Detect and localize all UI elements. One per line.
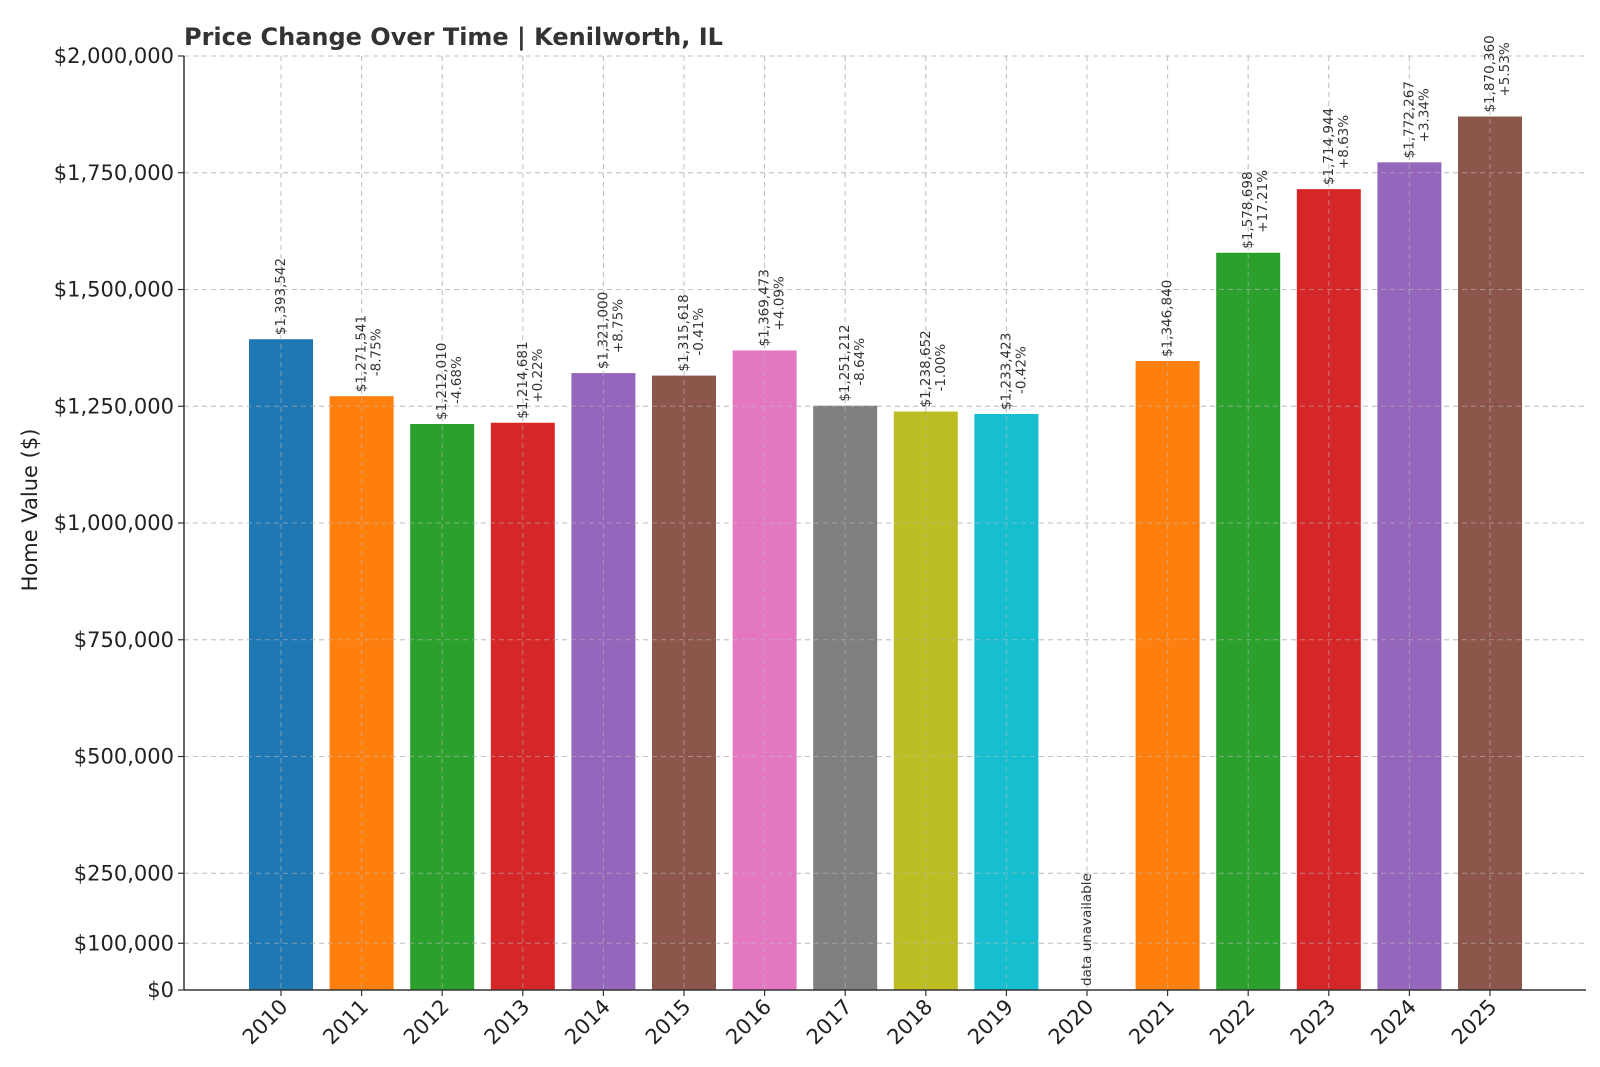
- x-tick-label: 2015: [641, 995, 696, 1050]
- change-label: -0.41%: [691, 308, 707, 356]
- change-label: +8.63%: [1336, 115, 1352, 169]
- y-tick-label: $1,000,000: [54, 511, 174, 535]
- value-label: $1,870,360: [1482, 35, 1498, 112]
- x-tick-label: 2025: [1447, 995, 1502, 1050]
- bar-2024: [1377, 162, 1442, 990]
- y-tick-label: $0: [147, 978, 174, 1002]
- change-label: +3.34%: [1416, 88, 1432, 142]
- value-label: $1,233,423: [998, 333, 1014, 410]
- change-label: -0.42%: [1013, 346, 1029, 394]
- change-label: +0.22%: [530, 348, 546, 402]
- x-tick-label: 2017: [802, 995, 857, 1050]
- x-tick-label: 2021: [1124, 995, 1179, 1050]
- y-tick-label: $500,000: [74, 745, 174, 769]
- change-label: +17.21%: [1255, 170, 1271, 233]
- value-label: $1,251,212: [837, 324, 853, 401]
- value-label: data unavailable: [1079, 873, 1095, 986]
- value-label: $1,315,618: [676, 294, 692, 371]
- y-tick-label: $2,000,000: [54, 44, 174, 68]
- x-tick-label: 2022: [1205, 995, 1260, 1050]
- y-tick-label: $1,750,000: [54, 161, 174, 185]
- value-label: $1,369,473: [757, 269, 773, 346]
- x-tick-label: 2020: [1044, 995, 1099, 1050]
- change-label: -4.68%: [449, 356, 465, 404]
- y-tick-label: $1,250,000: [54, 394, 174, 418]
- bar-2011: [329, 396, 394, 991]
- x-tick-label: 2012: [399, 995, 454, 1050]
- value-label: $1,321,000: [595, 292, 611, 369]
- value-label: $1,271,541: [354, 315, 370, 392]
- value-label: $1,714,944: [1321, 108, 1337, 185]
- change-label: +4.09%: [772, 276, 788, 330]
- y-tick-label: $100,000: [74, 931, 174, 955]
- x-tick-label: 2010: [238, 995, 293, 1050]
- x-tick-label: 2011: [318, 995, 373, 1050]
- value-label: $1,393,542: [273, 258, 289, 335]
- y-tick-label: $250,000: [74, 861, 174, 885]
- change-label: -1.00%: [933, 344, 949, 392]
- y-tick-label: $750,000: [74, 628, 174, 652]
- chart-title: Price Change Over Time | Kenilworth, IL: [184, 23, 723, 51]
- y-axis-label: Home Value ($): [18, 429, 42, 592]
- data-labels: $1,393,542 $1,271,541 -8.75% $1,212,010 -4.6…: [273, 35, 1513, 986]
- value-label: $1,214,681: [515, 341, 531, 418]
- x-tick-label: 2013: [480, 995, 535, 1050]
- x-tick-label: 2014: [560, 995, 615, 1050]
- bars: [184, 55, 1586, 991]
- y-tick-label: $1,500,000: [54, 278, 174, 302]
- change-label: +8.75%: [610, 299, 626, 353]
- change-label: -8.75%: [369, 328, 385, 376]
- value-label: $1,212,010: [434, 343, 450, 420]
- x-tick-label: 2024: [1366, 995, 1421, 1050]
- value-label: $1,238,652: [918, 330, 934, 407]
- x-tick-label: 2019: [963, 995, 1018, 1050]
- x-tick-label: 2016: [721, 995, 776, 1050]
- x-tick-label: 2023: [1286, 995, 1341, 1050]
- value-label: $1,578,698: [1240, 171, 1256, 248]
- value-label: $1,772,267: [1401, 81, 1417, 158]
- change-label: +5.53%: [1497, 42, 1513, 96]
- x-tick-label: 2018: [883, 995, 938, 1050]
- change-label: -8.64%: [852, 338, 868, 386]
- value-label: $1,346,840: [1160, 280, 1176, 357]
